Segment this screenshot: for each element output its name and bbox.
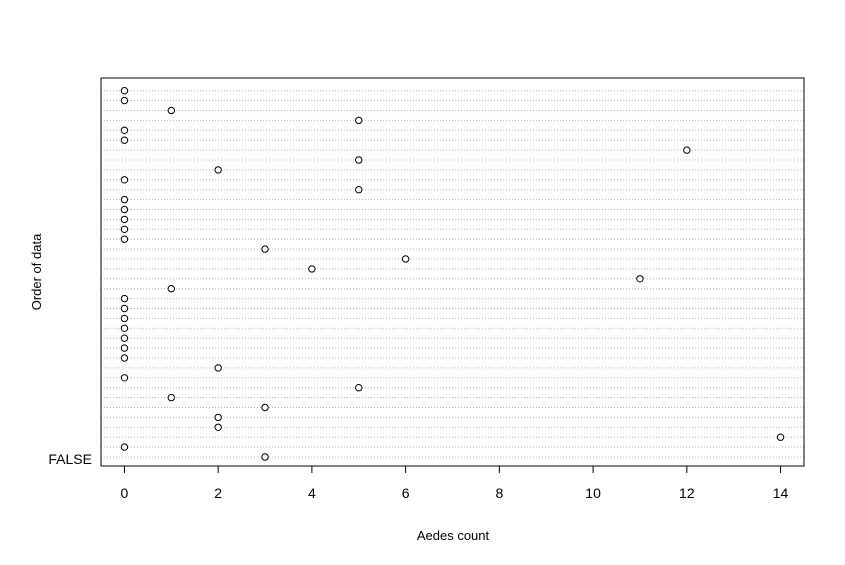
data-point <box>120 294 129 303</box>
x-tick-label: 2 <box>214 485 222 501</box>
x-axis: 0 2 4 6 8 10 12 14 <box>121 465 789 501</box>
data-point <box>167 393 176 402</box>
data-point <box>120 374 129 382</box>
data-point <box>120 235 129 243</box>
data-point <box>308 265 316 273</box>
data-point <box>120 136 129 144</box>
data-point <box>214 364 222 372</box>
data-point <box>355 186 363 194</box>
x-axis-label: Aedes count <box>417 528 490 543</box>
data-point <box>214 166 222 174</box>
data-point <box>120 126 129 135</box>
data-point <box>120 354 129 362</box>
x-tick-label: 14 <box>773 485 789 501</box>
data-point <box>120 443 129 451</box>
y-category-label: FALSE <box>48 451 92 467</box>
data-point <box>120 176 129 184</box>
data-point <box>167 106 176 115</box>
data-point <box>214 423 222 431</box>
data-point <box>120 334 129 342</box>
data-point <box>120 96 129 105</box>
data-point <box>120 215 129 224</box>
data-point <box>261 403 269 412</box>
x-tick-label: 12 <box>679 485 695 501</box>
data-point <box>214 413 222 422</box>
grid-lines <box>101 90 804 458</box>
data-point <box>120 225 129 234</box>
x-tick-label: 10 <box>585 485 601 501</box>
data-point <box>120 324 129 332</box>
data-point <box>355 384 363 392</box>
data-points <box>120 87 785 461</box>
data-point <box>120 205 129 214</box>
data-point <box>355 156 363 164</box>
data-point <box>636 275 644 283</box>
data-point <box>401 255 410 263</box>
x-tick-label: 0 <box>121 485 129 501</box>
x-tick-label: 4 <box>308 485 316 501</box>
data-point <box>120 314 129 323</box>
y-axis-label: Order of data <box>29 233 44 310</box>
data-point <box>683 146 691 154</box>
data-point <box>261 453 269 461</box>
data-point <box>261 245 269 253</box>
data-point <box>120 304 129 313</box>
data-point <box>355 116 363 125</box>
x-tick-label: 6 <box>402 485 410 501</box>
x-tick-label: 8 <box>495 485 503 501</box>
data-point <box>120 344 129 352</box>
data-point <box>120 195 129 204</box>
data-point <box>167 285 176 293</box>
data-point <box>120 87 129 95</box>
data-point <box>776 433 785 441</box>
